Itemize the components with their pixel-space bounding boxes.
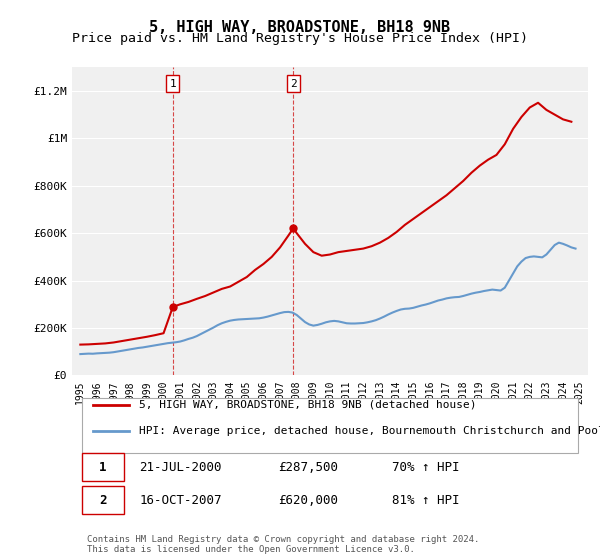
Text: HPI: Average price, detached house, Bournemouth Christchurch and Poole: HPI: Average price, detached house, Bour… — [139, 426, 600, 436]
Text: Contains HM Land Registry data © Crown copyright and database right 2024.
This d: Contains HM Land Registry data © Crown c… — [88, 535, 480, 554]
Text: 1: 1 — [169, 79, 176, 89]
Text: 2: 2 — [99, 494, 107, 507]
Text: Price paid vs. HM Land Registry's House Price Index (HPI): Price paid vs. HM Land Registry's House … — [72, 32, 528, 45]
Text: 2: 2 — [290, 79, 296, 89]
Text: 70% ↑ HPI: 70% ↑ HPI — [392, 461, 460, 474]
Text: £287,500: £287,500 — [278, 461, 338, 474]
FancyBboxPatch shape — [82, 454, 124, 481]
Text: £620,000: £620,000 — [278, 494, 338, 507]
Text: 5, HIGH WAY, BROADSTONE, BH18 9NB: 5, HIGH WAY, BROADSTONE, BH18 9NB — [149, 20, 451, 35]
FancyBboxPatch shape — [82, 487, 124, 514]
FancyBboxPatch shape — [82, 398, 578, 454]
Text: 5, HIGH WAY, BROADSTONE, BH18 9NB (detached house): 5, HIGH WAY, BROADSTONE, BH18 9NB (detac… — [139, 400, 476, 410]
Text: 81% ↑ HPI: 81% ↑ HPI — [392, 494, 460, 507]
Text: 1: 1 — [99, 461, 107, 474]
Text: 21-JUL-2000: 21-JUL-2000 — [139, 461, 221, 474]
Text: 16-OCT-2007: 16-OCT-2007 — [139, 494, 221, 507]
